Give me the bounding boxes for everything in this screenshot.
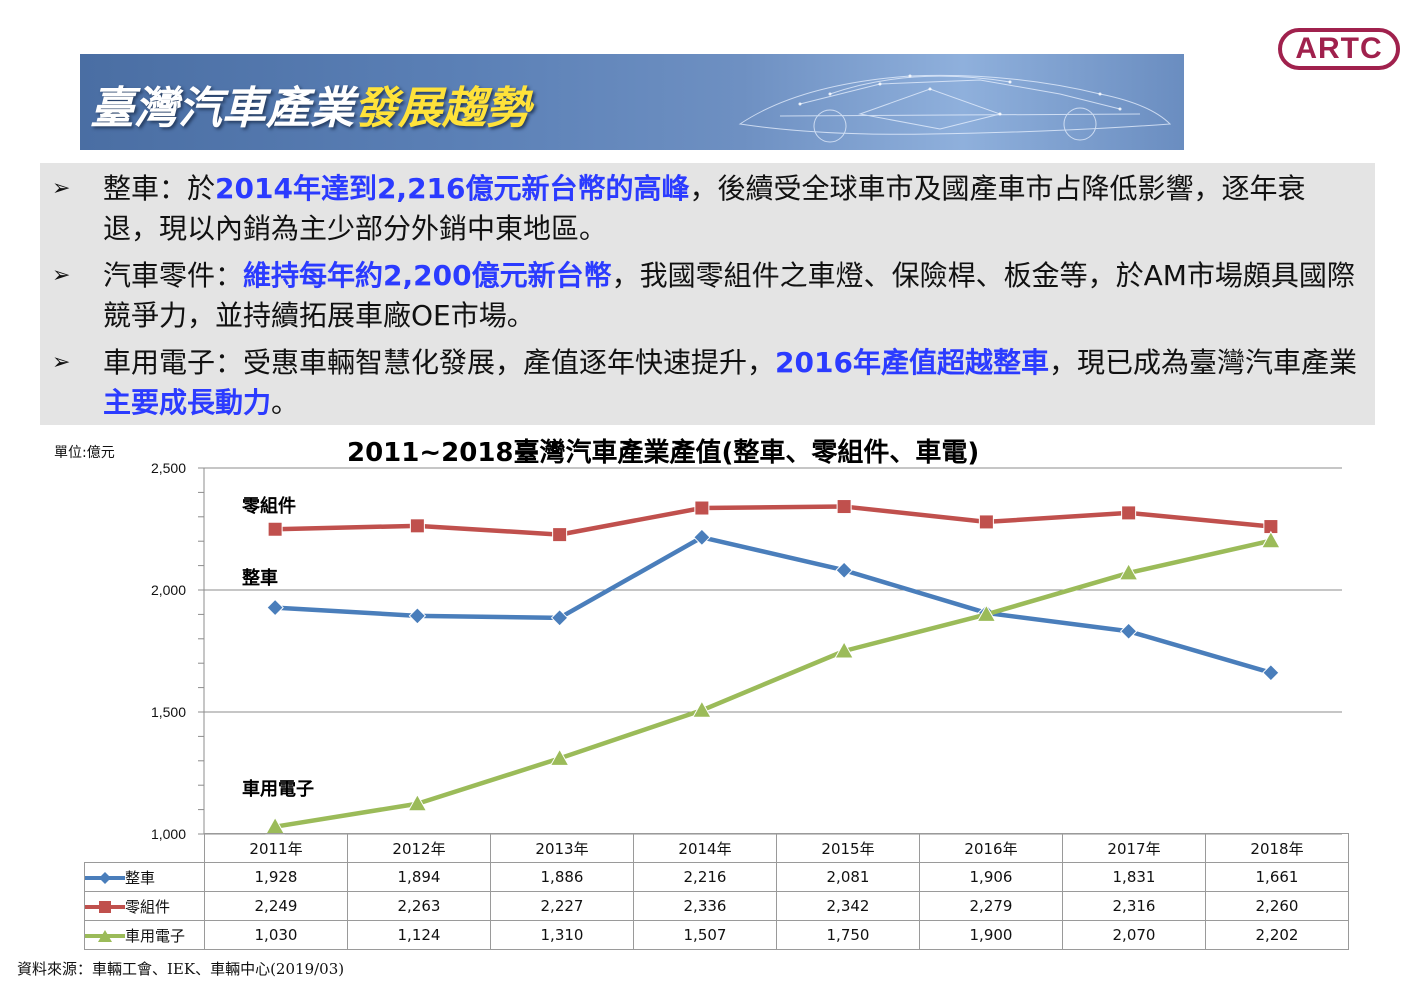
year-header: 2013年 [490,833,634,863]
y-tick-label: 1,500 [151,704,186,720]
year-header: 2015年 [776,833,920,863]
data-point-square [836,499,852,515]
data-point-square [267,521,283,537]
data-point-diamond [408,607,427,625]
table-cell: 2,202 [1205,920,1349,950]
table-cell: 1,831 [1062,862,1206,892]
data-point-triangle [549,748,570,766]
legend-cell: 整車 [84,862,205,892]
table-cell: 2,342 [776,891,920,921]
table-header-row: 2011年 2012年 2013年 2014年 2015年 2016年 2017… [84,833,1349,863]
arrow-bullet-icon: ➢ [52,350,71,375]
data-point-triangle [1261,530,1281,549]
table-cell: 1,900 [919,920,1063,950]
table-cell: 1,310 [490,920,634,950]
legend-diamond-icon [85,872,125,884]
year-header: 2012年 [347,833,491,863]
table-row: 整車 1,928 1,894 1,886 2,216 2,081 1,906 1… [84,862,1349,892]
y-tick-label: 2,000 [151,582,186,598]
unit-label: 單位:億元 [54,445,115,461]
arrow-bullet-icon: ➢ [52,176,71,201]
table-cell: 1,507 [633,920,777,950]
series-annotation: 車用電子 [242,778,314,800]
data-point-diamond [1262,664,1280,682]
data-point-diamond [266,598,284,617]
year-header: 2014年 [633,833,777,863]
series-line-2 [275,504,1272,537]
data-point-triangle [976,604,997,622]
title-banner: 臺灣汽車產業發展趨勢 [80,54,1184,150]
data-point-diamond [550,609,569,627]
legend-cell: 車用電子 [84,920,205,950]
table-cell: 1,894 [347,862,491,892]
data-point-diamond [1119,622,1138,640]
y-tick-label: 2,500 [151,460,186,476]
data-point-diamond [693,528,711,547]
table-cell: 2,081 [776,862,920,892]
table-cell: 2,227 [490,891,634,921]
bullet-text: 車用電子：受惠車輛智慧化發展，產值逐年快速提升，2016年產值超越整車，現已成為… [103,346,1357,419]
table-cell: 2,216 [633,862,777,892]
series-annotation: 整車 [241,567,278,589]
series-annotation: 零組件 [241,495,296,517]
data-point-square [694,500,710,516]
data-point-triangle [1118,562,1139,581]
bullet-text: 整車：於2014年達到2,216億元新台幣的高峰，後續受全球車市及國產車市占降低… [103,172,1306,245]
legend-cell: 零組件 [84,891,205,921]
data-point-diamond [835,561,853,579]
bullet-text: 汽車零件：維持每年約2,200億元新台幣，我國零組件之車燈、保險桿、板金等，於A… [103,259,1355,332]
table-cell: 1,886 [490,862,634,892]
series-line-1 [274,535,1272,675]
table-cell: 2,279 [919,891,1063,921]
table-row: 車用電子 1,030 1,124 1,310 1,507 1,750 1,900… [84,920,1349,950]
data-point-square [1121,505,1137,521]
data-table: 2011年 2012年 2013年 2014年 2015年 2016年 2017… [84,833,1349,950]
table-cell: 1,906 [919,862,1063,892]
table-cell: 1,750 [776,920,920,950]
arrow-bullet-icon: ➢ [52,263,71,288]
series-line-3 [274,538,1272,829]
table-cell: 2,263 [347,891,491,921]
table-cell: 1,928 [204,862,348,892]
data-point-triangle [692,700,712,718]
bullet-panel: ➢ 整車：於2014年達到2,216億元新台幣的高峰，後續受全球車市及國產車市占… [40,163,1375,425]
year-header: 2011年 [204,833,348,863]
legend-triangle-icon [85,930,125,942]
table-row: 零組件 2,249 2,263 2,227 2,336 2,342 2,279 … [84,891,1349,921]
year-header: 2018年 [1205,833,1349,863]
table-cell: 2,316 [1062,891,1206,921]
table-cell: 1,661 [1205,862,1349,892]
data-point-square [978,514,994,530]
table-corner [84,833,205,863]
car-wireframe-image [738,74,1172,143]
artc-logo: ARTC [1278,28,1400,70]
data-point-triangle [407,793,428,812]
table-cell: 2,336 [633,891,777,921]
year-header: 2016年 [919,833,1063,863]
page-title: 臺灣汽車產業發展趨勢 [90,83,530,134]
table-cell: 2,260 [1205,891,1349,921]
legend-square-icon [85,901,125,913]
data-point-square [552,527,568,543]
table-cell: 2,249 [204,891,348,921]
table-cell: 1,124 [347,920,491,950]
data-point-triangle [834,640,854,659]
source-note: 資料來源：車輛工會、IEK、車輛中心(2019/03) [17,960,345,978]
chart-title: 2011~2018臺灣汽車產業產值(整車、零組件、車電) [347,438,980,468]
table-cell: 2,070 [1062,920,1206,950]
year-header: 2017年 [1062,833,1206,863]
table-cell: 1,030 [204,920,348,950]
data-point-square [409,518,425,534]
